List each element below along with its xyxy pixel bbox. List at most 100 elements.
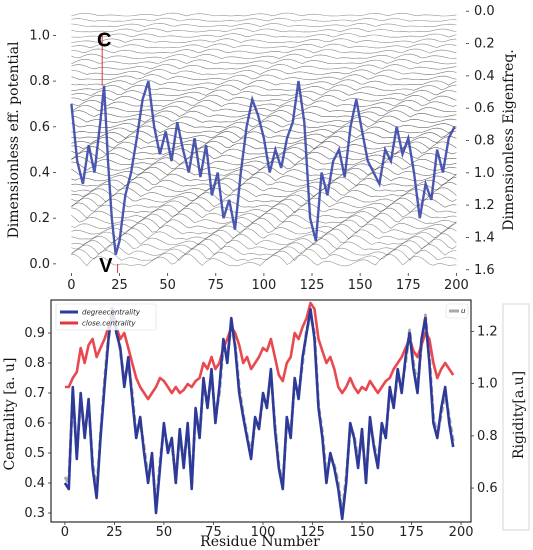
ridge-line bbox=[71, 233, 457, 246]
top-annotations: CV bbox=[97, 30, 113, 277]
series-line-degreecentrality bbox=[63, 307, 455, 521]
series-line-close-centrality bbox=[64, 301, 455, 401]
x-tick-label: 175 bbox=[399, 525, 424, 540]
y-tick-label: 0.4 bbox=[29, 165, 50, 180]
ridge-line bbox=[71, 104, 457, 113]
bottom-y2-ticks: 0.6 0.8 1.0 1.2 bbox=[471, 324, 498, 496]
y2-tick-label: 0.8 bbox=[477, 429, 498, 444]
ridge-line bbox=[71, 38, 457, 43]
annotation-label: V bbox=[99, 255, 113, 277]
y2-tick-label: 1.2 bbox=[474, 198, 495, 213]
ridge-line bbox=[71, 69, 457, 75]
y2-tick-label: 1.6 bbox=[474, 263, 495, 278]
y-tick-label: 1.0 bbox=[29, 28, 50, 43]
legend-box bbox=[55, 303, 157, 331]
x-tick-label: 50 bbox=[156, 525, 173, 540]
y-tick-label: 0.4 bbox=[24, 476, 45, 491]
legend-label: degreecentrality bbox=[82, 309, 141, 317]
ridge-line bbox=[71, 243, 457, 256]
x-tick-label: 150 bbox=[348, 278, 373, 293]
y-tick-label: 0.3 bbox=[24, 506, 45, 521]
top-y2-ticks: 0.0 0.2 0.4 0.6 0.8 1.0 1.2 1.4 1.6 bbox=[466, 4, 495, 278]
top-ylabel: Dimensionless eff. potential bbox=[6, 41, 22, 238]
legend-left: degreecentrality close.centrality bbox=[55, 303, 157, 331]
ridge-line bbox=[71, 33, 457, 38]
ridge-line bbox=[71, 125, 457, 134]
top-series-group bbox=[70, 35, 456, 273]
top-y2label: Dimensionless Eigenfreq. bbox=[501, 49, 517, 231]
top-panel: 0 25 50 75 100 125 150 175 200 0.0 0.2 0.4 0.6 0.8 1.… bbox=[6, 4, 517, 293]
ridge-line bbox=[71, 79, 457, 86]
ridge-line bbox=[71, 248, 457, 262]
ridge-line bbox=[71, 84, 457, 91]
legend-label: close.centrality bbox=[82, 320, 136, 328]
y-tick-label: 0.7 bbox=[24, 386, 45, 401]
top-x-ticks: 0 25 50 75 100 125 150 175 200 bbox=[67, 273, 469, 293]
ridge-line bbox=[71, 17, 457, 22]
ridge-line bbox=[71, 217, 457, 230]
y-tick-label: 0.2 bbox=[29, 211, 50, 226]
ridge-line bbox=[71, 43, 457, 49]
y-tick-label: 0.9 bbox=[24, 326, 45, 341]
ridge-line bbox=[71, 63, 457, 70]
legend-right: u bbox=[445, 303, 469, 319]
y2-tick-label: 0.2 bbox=[474, 37, 495, 52]
ridge-line bbox=[71, 53, 457, 59]
x-tick-label: 125 bbox=[300, 525, 325, 540]
y2-tick-label: 0.4 bbox=[474, 69, 495, 84]
ridge-line bbox=[71, 89, 457, 97]
bottom-ylabel: Centrality [a. u] bbox=[2, 358, 18, 471]
ridge-line bbox=[71, 202, 457, 214]
ridge-line bbox=[71, 48, 457, 54]
ridge-line bbox=[71, 192, 457, 203]
ridge-line bbox=[71, 253, 457, 267]
right-axis-box bbox=[502, 303, 530, 531]
ridge-line bbox=[71, 115, 457, 123]
ridge-line bbox=[71, 187, 457, 198]
y2-tick-label: 1.4 bbox=[474, 230, 495, 245]
eigenfreq-ridges bbox=[71, 12, 457, 267]
ridge-line bbox=[71, 99, 457, 107]
ridge-line bbox=[71, 110, 457, 118]
top-y-ticks: 0.0 0.2 0.4 0.6 0.8 1.0 bbox=[29, 28, 56, 272]
effective-potential-line bbox=[70, 80, 456, 256]
x-tick-label: 100 bbox=[251, 525, 276, 540]
ridge-line bbox=[71, 22, 457, 27]
x-tick-label: 125 bbox=[300, 278, 325, 293]
y2-tick-label: 0.0 bbox=[474, 4, 495, 19]
x-tick-label: 0 bbox=[61, 525, 69, 540]
y-tick-label: 0.6 bbox=[24, 416, 45, 431]
ridge-line bbox=[71, 171, 457, 182]
bottom-y-ticks: 0.3 0.4 0.5 0.6 0.7 0.8 0.9 bbox=[24, 326, 51, 521]
ridge-line bbox=[71, 212, 457, 224]
ridge-line bbox=[71, 176, 457, 187]
top-plot-frame bbox=[56, 8, 466, 273]
ridge-line bbox=[71, 74, 457, 81]
y2-tick-label: 0.6 bbox=[477, 481, 498, 496]
bottom-series-group bbox=[63, 301, 455, 521]
bottom-x-ticks: 0 25 50 75 100 125 150 175 200 bbox=[61, 522, 474, 540]
ridge-line bbox=[71, 238, 457, 251]
ridge-line bbox=[71, 228, 457, 240]
x-tick-label: 200 bbox=[444, 278, 469, 293]
x-tick-label: 75 bbox=[205, 525, 222, 540]
x-tick-label: 150 bbox=[350, 525, 375, 540]
y-tick-label: 0.5 bbox=[24, 446, 45, 461]
y-tick-label: 0.8 bbox=[24, 356, 45, 371]
x-tick-label: 0 bbox=[67, 278, 75, 293]
y2-tick-label: 1.0 bbox=[477, 377, 498, 392]
y2-tick-label: 0.8 bbox=[474, 134, 495, 149]
y2-tick-label: 1.0 bbox=[474, 166, 495, 181]
bottom-panel: 0 25 50 75 100 125 150 175 200 0.30.40.50.60.70.… bbox=[2, 299, 530, 550]
x-tick-label: 25 bbox=[111, 278, 128, 293]
ridge-line bbox=[71, 207, 457, 219]
ridge-line bbox=[71, 58, 457, 65]
x-tick-label: 175 bbox=[396, 278, 421, 293]
x-tick-label: 25 bbox=[106, 525, 123, 540]
y-tick-label: 0.6 bbox=[29, 120, 50, 135]
y-tick-label: 0.0 bbox=[29, 257, 50, 272]
ridge-line bbox=[71, 12, 457, 17]
ridge-line bbox=[71, 161, 457, 171]
ridge-line bbox=[71, 197, 457, 208]
